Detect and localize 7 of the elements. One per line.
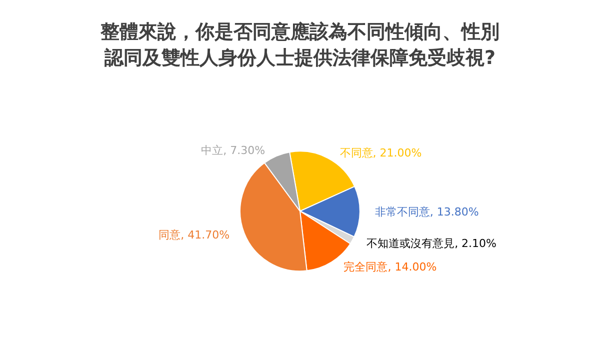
slice-label: 不知道或沒有意見, 2.10% xyxy=(366,236,497,250)
slice-label: 不同意, 21.00% xyxy=(340,146,422,160)
slice-label: 非常不同意, 13.80% xyxy=(374,205,479,218)
slice-label: 中立, 7.30% xyxy=(201,144,266,157)
chart-title: 整體來說，你是否同意應該為不同性傾向、性別認同及雙性人身份人士提供法律保障免受歧視? xyxy=(100,21,500,69)
slice-label: 完全同意, 14.00% xyxy=(344,260,437,274)
slice-label: 同意, 41.70% xyxy=(158,228,230,242)
